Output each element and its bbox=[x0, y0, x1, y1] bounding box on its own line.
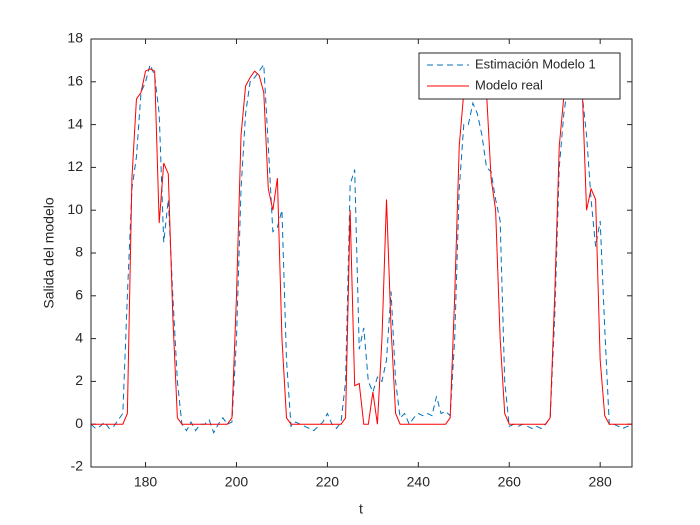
plot-area bbox=[91, 39, 632, 467]
series-line bbox=[91, 68, 632, 425]
x-axis-label: t bbox=[359, 501, 363, 517]
y-tick-label: 10 bbox=[67, 201, 83, 217]
y-tick-label: 16 bbox=[67, 73, 83, 89]
y-tick-label: 2 bbox=[75, 372, 83, 388]
y-axis-label: Salida del modelo bbox=[41, 197, 57, 309]
x-tick-label: 220 bbox=[316, 474, 340, 490]
y-tick-label: 12 bbox=[67, 158, 83, 174]
y-tick-label: 4 bbox=[75, 329, 83, 345]
series-line bbox=[91, 63, 632, 434]
y-tick-label: 6 bbox=[75, 287, 83, 303]
y-tick-label: 14 bbox=[67, 115, 83, 131]
series-group bbox=[91, 63, 632, 434]
axes-box bbox=[90, 38, 633, 468]
legend-box bbox=[418, 52, 621, 100]
y-tick-label: -2 bbox=[71, 458, 84, 474]
x-tick-label: 240 bbox=[407, 474, 431, 490]
x-tick-label: 200 bbox=[225, 474, 249, 490]
y-tick-label: 18 bbox=[67, 30, 83, 46]
y-tick-label: 8 bbox=[75, 244, 83, 260]
legend-label: Estimación Modelo 1 bbox=[475, 56, 596, 71]
y-tick-label: 0 bbox=[75, 415, 83, 431]
legend-label: Modelo real bbox=[475, 77, 543, 92]
x-tick-label: 180 bbox=[134, 474, 158, 490]
x-tick-label: 280 bbox=[588, 474, 612, 490]
x-tick-label: 260 bbox=[498, 474, 522, 490]
